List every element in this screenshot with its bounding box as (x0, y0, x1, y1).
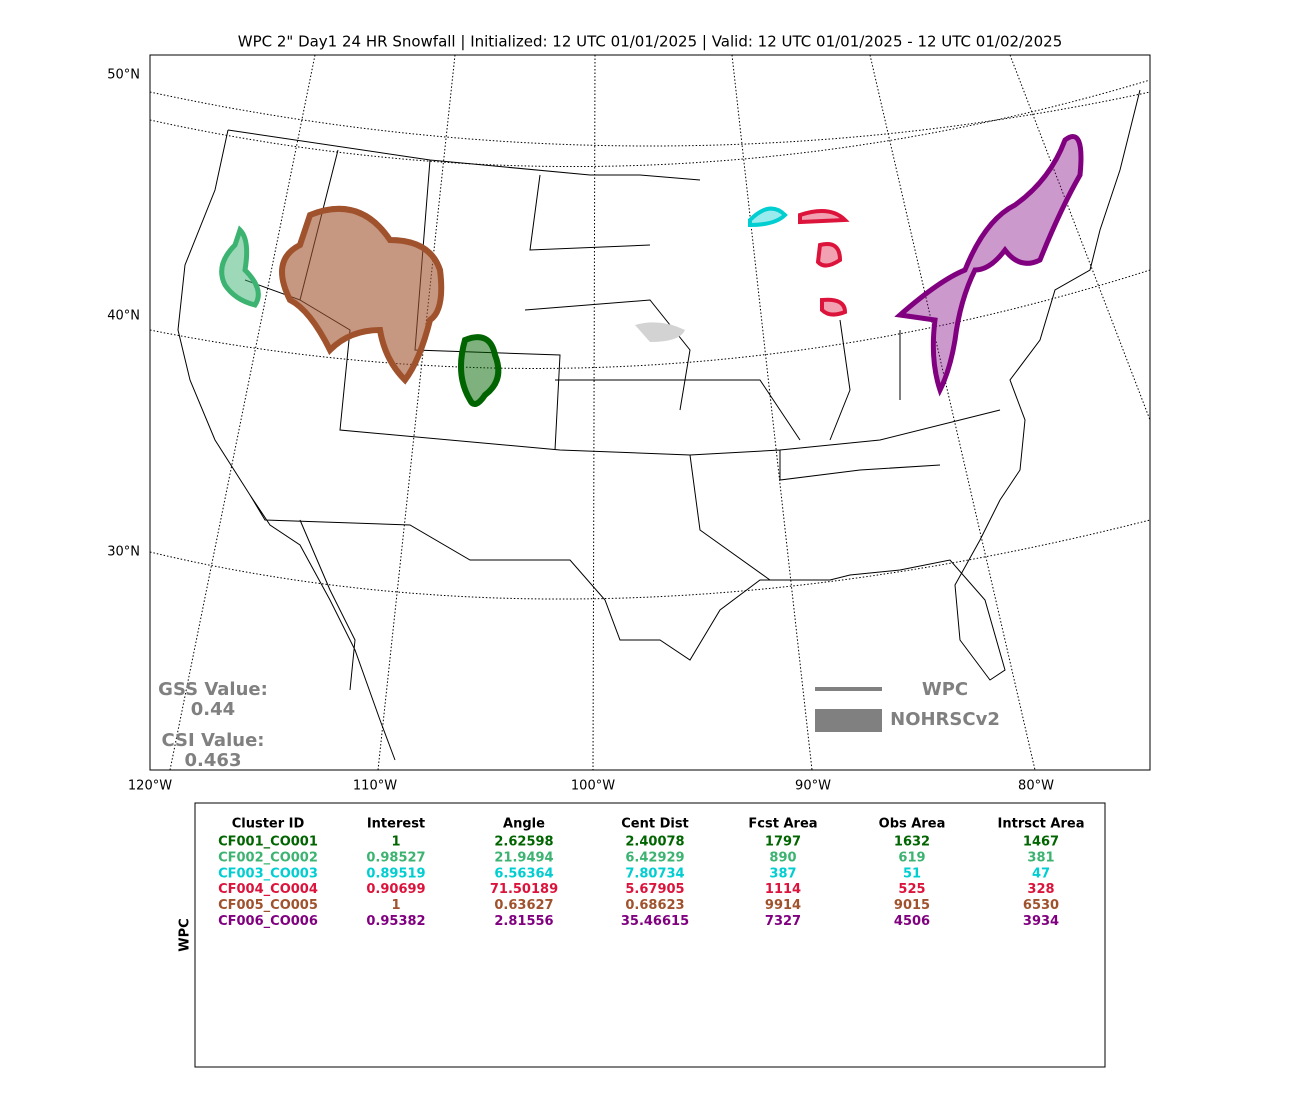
table-header: Obs Area (879, 817, 946, 832)
table-cell: 1797 (765, 835, 801, 850)
table-header: Fcst Area (748, 817, 817, 832)
meridian (169, 54, 316, 771)
map-title: WPC 2" Day1 24 HR Snowfall | Initialized… (238, 33, 1063, 51)
table-cell: 2.62598 (494, 835, 553, 850)
table-header: Cluster ID (232, 817, 305, 832)
table-cell: 71.50189 (490, 882, 558, 897)
table: Cluster ID Interest Angle Cent Dist Fcst Are… (218, 817, 1084, 930)
table-cell: 1 (391, 835, 400, 850)
table-cell: 0.95382 (366, 914, 425, 929)
table-cell: 2.81556 (494, 914, 553, 929)
table-header: Interest (367, 817, 425, 832)
table-cell: 21.9494 (494, 850, 553, 865)
lat-label: 50°N (107, 68, 140, 83)
table-cell: 0.98527 (366, 850, 425, 865)
csi-value: 0.463 (185, 750, 242, 771)
table-cell: CF006_CO006 (218, 914, 318, 929)
table-cell: 1 (391, 898, 400, 913)
table-frame (194, 802, 1106, 1068)
table-header: Intrsct Area (998, 817, 1085, 832)
legend-label: WPC (922, 679, 968, 700)
table-cell: 7.80734 (625, 866, 684, 881)
table-side-label: WPC (178, 918, 193, 951)
table-cell: 328 (1027, 882, 1054, 897)
gss-value: 0.44 (191, 699, 235, 720)
table-cell: CF004_CO004 (218, 882, 318, 897)
table-cell: 619 (898, 850, 925, 865)
cluster-cf004 (798, 209, 850, 317)
table-cell: 9015 (894, 898, 930, 913)
lon-label: 120°W (128, 779, 172, 794)
table-cell: CF003_CO003 (218, 866, 318, 881)
table-cell: 6.42929 (625, 850, 684, 865)
lon-label: 110°W (353, 779, 397, 794)
table-cell: 0.89519 (366, 866, 425, 881)
cluster-cf002 (219, 225, 261, 308)
table-cell: 2.40078 (625, 835, 684, 850)
table-cell: CF001_CO001 (218, 835, 318, 850)
meridian (731, 54, 813, 771)
meridian (1009, 54, 1151, 421)
cluster-cf003 (748, 206, 788, 228)
table-cell: 51 (903, 866, 921, 881)
table-cell: 525 (898, 882, 925, 897)
table-cell: 35.46615 (621, 914, 689, 929)
table-cell: 0.63627 (494, 898, 553, 913)
legend-swatch (815, 709, 882, 732)
meridian (592, 54, 596, 771)
lon-label: 80°W (1018, 779, 1054, 794)
parallel (149, 79, 1151, 167)
table-cell: 4506 (894, 914, 930, 929)
table-cell: 47 (1032, 866, 1050, 881)
table-cell: CF005_CO005 (218, 898, 318, 913)
table-cell: 0.68623 (625, 898, 684, 913)
map-frame (149, 54, 1151, 771)
lon-label: 90°W (795, 779, 831, 794)
table-cell: 5.67905 (625, 882, 684, 897)
table-cell: 0.90699 (366, 882, 425, 897)
table-header: Angle (503, 817, 545, 832)
lat-label: 40°N (107, 309, 140, 324)
gss-label: GSS Value: (158, 679, 268, 700)
coastline (177, 89, 1141, 761)
cluster-cf006 (894, 134, 1084, 397)
meridian (377, 54, 456, 771)
snow-clusters (219, 134, 1084, 407)
table-cell: 9914 (765, 898, 801, 913)
csi-label: CSI Value: (162, 730, 265, 751)
parallel (149, 91, 1151, 147)
table-cell: 1632 (894, 835, 930, 850)
table-cell: 7327 (765, 914, 801, 929)
axis-labels: 50°N 40°N 30°N 120°W 110°W 100°W 90°W 80°W (107, 68, 1054, 794)
map: WPC NOHRSCv2 GSS Value: 0.44 CSI Value: … (149, 54, 1151, 771)
table-cell: CF002_CO002 (218, 850, 318, 865)
parallel (149, 519, 1151, 600)
table-header: Cent Dist (621, 817, 689, 832)
lon-label: 100°W (571, 779, 615, 794)
obs-only-area (635, 322, 685, 342)
table-cell: 6.56364 (494, 866, 553, 881)
parallel (149, 269, 1151, 369)
table-cell: 6530 (1023, 898, 1059, 913)
table-cell: 381 (1027, 850, 1054, 865)
table-cell: 1114 (765, 882, 801, 897)
lat-label: 30°N (107, 545, 140, 560)
legend-label: NOHRSCv2 (890, 709, 1000, 730)
table-cell: 3934 (1023, 914, 1059, 929)
table-cell: 890 (769, 850, 796, 865)
table-cell: 387 (769, 866, 796, 881)
table-cell: 1467 (1023, 835, 1059, 850)
graticule (149, 54, 1151, 771)
cluster-cf001 (458, 334, 502, 407)
cluster-cf005 (279, 205, 445, 385)
